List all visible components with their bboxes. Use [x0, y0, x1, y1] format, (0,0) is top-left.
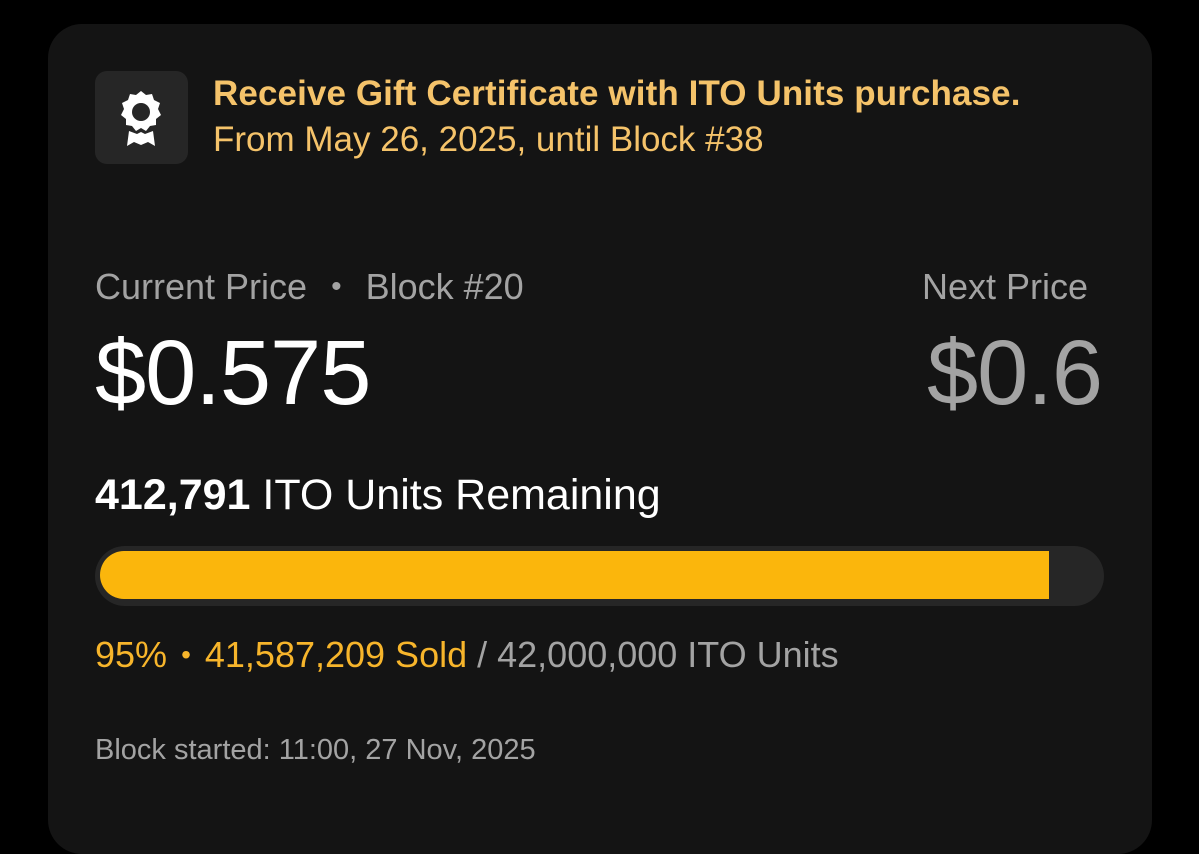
- promo-title: Receive Gift Certificate with ITO Units …: [213, 74, 1021, 113]
- separator-dot: •: [331, 270, 342, 303]
- total-supply: / 42,000,000 ITO Units: [477, 634, 839, 675]
- certificate-badge-icon: [95, 71, 188, 164]
- remaining-label: ITO Units Remaining: [262, 471, 661, 519]
- current-price-header: Current Price • Block #20: [95, 266, 524, 308]
- sold-count: 41,587,209 Sold: [204, 634, 468, 675]
- separator-dot: •: [181, 639, 191, 670]
- sale-progress-bar: [95, 546, 1104, 606]
- next-price-label: Next Price: [921, 266, 1088, 307]
- remaining-count: 412,791: [95, 471, 251, 519]
- current-price-label: Current Price: [95, 266, 308, 307]
- promo-subtitle: From May 26, 2025, until Block #38: [213, 120, 764, 159]
- block-started-timestamp: Block started: 11:00, 27 Nov, 2025: [95, 734, 536, 766]
- next-price-value: $0.6: [926, 322, 1103, 424]
- units-remaining: 412,791 ITO Units Remaining: [95, 471, 661, 520]
- ito-sale-card: Receive Gift Certificate with ITO Units …: [48, 24, 1152, 854]
- sale-progress-fill: [100, 551, 1049, 599]
- sold-summary: 95% • 41,587,209 Sold / 42,000,000 ITO Uni…: [95, 634, 839, 676]
- block-label: Block #20: [365, 266, 524, 307]
- sold-percent: 95%: [95, 634, 168, 675]
- current-price-value: $0.575: [95, 322, 371, 424]
